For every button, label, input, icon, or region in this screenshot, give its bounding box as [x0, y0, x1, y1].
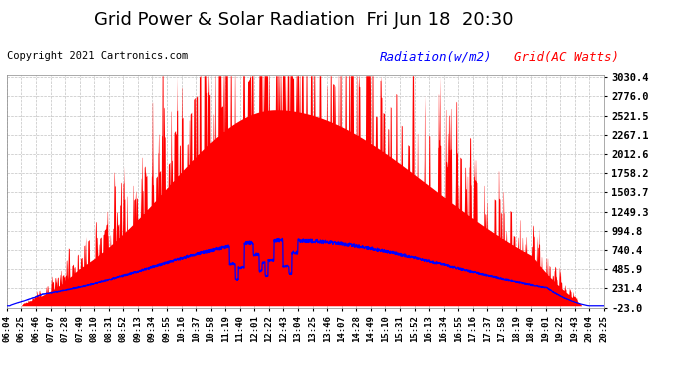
- Text: Grid(AC Watts): Grid(AC Watts): [514, 51, 619, 64]
- Text: Grid Power & Solar Radiation  Fri Jun 18  20:30: Grid Power & Solar Radiation Fri Jun 18 …: [94, 11, 513, 29]
- Text: Copyright 2021 Cartronics.com: Copyright 2021 Cartronics.com: [7, 51, 188, 61]
- Text: Radiation(w/m2): Radiation(w/m2): [380, 51, 492, 64]
